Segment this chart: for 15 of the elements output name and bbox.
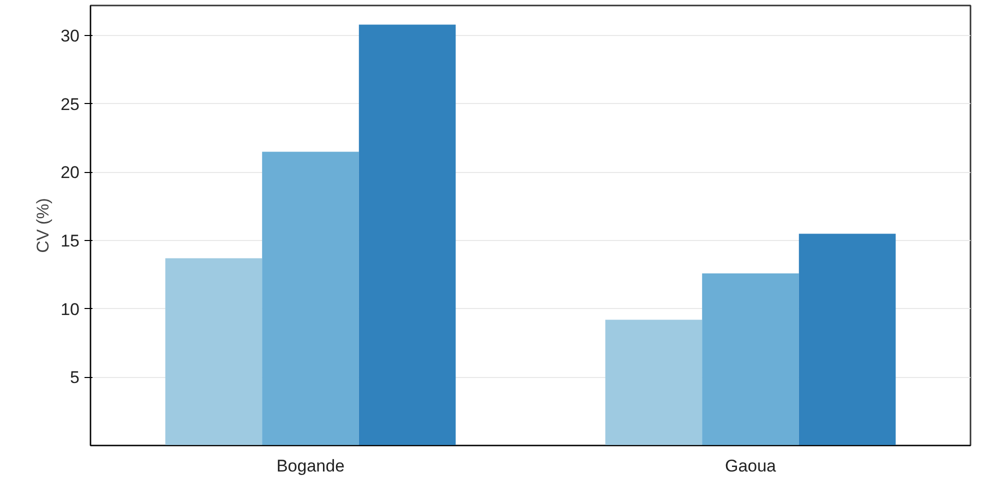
bar: [262, 152, 359, 446]
y-tick-label: 10: [60, 300, 80, 319]
bar: [798, 234, 896, 446]
y-tick-label: 20: [60, 163, 80, 182]
y-tick-label: 30: [60, 26, 80, 46]
y-axis-title: CV (%): [34, 198, 53, 253]
bar: [165, 258, 262, 446]
bar: [358, 24, 456, 446]
y-tick-label: 25: [60, 94, 80, 114]
bar: [605, 320, 702, 446]
y-tick-label: 15: [60, 232, 80, 251]
x-tick-label: Gaoua: [724, 456, 777, 476]
y-tick-label: 5: [70, 368, 80, 388]
x-tick-label: Bogande: [276, 456, 345, 476]
bar: [702, 273, 799, 446]
